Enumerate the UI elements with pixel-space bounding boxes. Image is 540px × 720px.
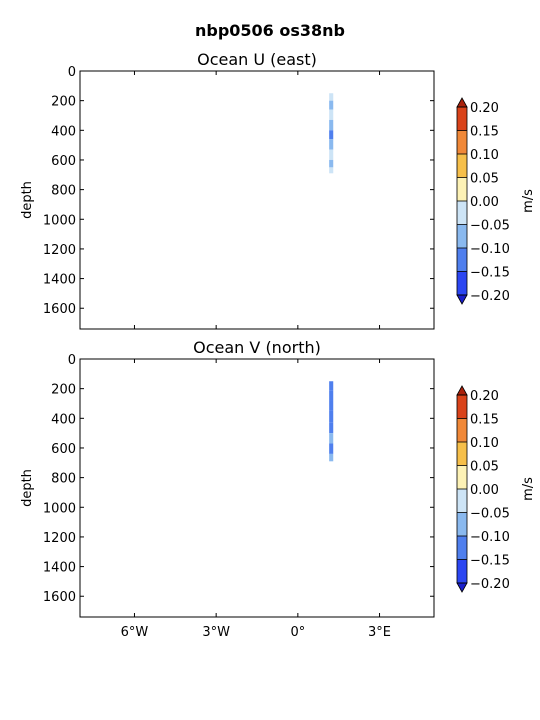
colorbar-tick-label: −0.05: [470, 507, 510, 522]
colorbar-band: [457, 512, 467, 536]
panel-title: Ocean U (east): [197, 50, 317, 69]
y-tick-label: 1000: [43, 501, 76, 516]
profile-segment: [329, 93, 334, 101]
profile-column: [329, 93, 334, 174]
colorbar-tick-label: 0.15: [470, 125, 499, 140]
colorbar-band: [457, 418, 467, 442]
colorbar-tick-label: −0.20: [470, 577, 510, 592]
profile-segment: [329, 422, 334, 434]
y-tick-label: 200: [51, 383, 76, 398]
x-tick-label: 6°W: [121, 625, 149, 640]
colorbar-tick-label: −0.05: [470, 219, 510, 234]
y-axis-label: depth: [20, 181, 35, 219]
y-tick-label: 800: [51, 472, 76, 487]
colorbar-tick-label: −0.10: [470, 530, 510, 545]
colorbar-tick-label: −0.15: [470, 266, 510, 281]
profile-segment: [329, 410, 334, 423]
profile-segment: [329, 149, 334, 160]
colorbar-arrow-bottom: [456, 294, 468, 305]
colorbar-tick-label: −0.20: [470, 289, 510, 304]
profile-segment: [329, 390, 334, 401]
colorbar-band: [457, 201, 467, 225]
colorbar-band: [457, 489, 467, 513]
colorbar-band: [457, 536, 467, 560]
colorbar-tick-label: −0.15: [470, 554, 510, 569]
x-tick-label: 3°E: [368, 625, 391, 640]
y-tick-label: 1200: [43, 243, 76, 258]
y-tick-label: 1600: [43, 302, 76, 317]
colorbar-band: [457, 224, 467, 248]
profile-segment: [329, 119, 334, 131]
plot-frame: [79, 70, 435, 330]
y-tick-label: 400: [51, 412, 76, 427]
colorbar: 0.20 0.15 0.10 0.05 0.00 −0.05 −0.10 −0.15 −0.20…: [456, 385, 536, 593]
colorbar-arrow-top: [456, 97, 468, 108]
y-tick-label: 1400: [43, 273, 76, 288]
profile-segment: [329, 453, 334, 462]
colorbar-label: m/s: [521, 189, 536, 213]
colorbar-arrow-top: [456, 385, 468, 396]
y-tick-label: 1400: [43, 561, 76, 576]
panels: Ocean U (east) 0 200 400 600 800 1000 1200 1400 1…: [20, 50, 536, 640]
y-tick-label: 800: [51, 184, 76, 199]
y-tick-label: 1000: [43, 213, 76, 228]
colorbar-tick-label: 0.10: [470, 148, 499, 163]
colorbar-tick-label: 0.00: [470, 483, 499, 498]
colorbar-band: [457, 177, 467, 201]
y-tick-label: 600: [51, 154, 76, 169]
plot-frame: [79, 358, 435, 618]
profile-segment: [329, 167, 334, 174]
colorbar-tick-label: −0.10: [470, 242, 510, 257]
y-tick-label: 0: [68, 65, 76, 80]
profile-segment: [329, 130, 334, 140]
y-tick-label: 600: [51, 442, 76, 457]
y-tick-label: 0: [68, 353, 76, 368]
y-axis-label: depth: [20, 469, 35, 507]
profile-segment: [329, 109, 334, 120]
panel-ocean-v: Ocean V (north) 0 200 400 600 800 1000 1200 1400…: [20, 338, 536, 640]
colorbar-band: [457, 130, 467, 154]
colorbar-band: [457, 271, 467, 295]
colorbar-tick-label: 0.00: [470, 195, 499, 210]
profile-segment: [329, 433, 334, 444]
colorbar-band: [457, 442, 467, 466]
profile-segment: [329, 139, 334, 150]
colorbar-band: [457, 248, 467, 272]
colorbar-tick-label: 0.05: [470, 172, 499, 187]
profile-column: [329, 381, 334, 462]
colorbar-arrow-bottom: [456, 582, 468, 593]
profile-segment: [329, 159, 334, 168]
profile-segment: [329, 381, 334, 391]
colorbar-tick-label: 0.15: [470, 413, 499, 428]
y-tick-label: 400: [51, 124, 76, 139]
colorbar-tick-label: 0.20: [470, 101, 499, 116]
panel-ocean-u: Ocean U (east) 0 200 400 600 800 1000 1200 1400 1…: [20, 50, 536, 330]
colorbar-label: m/s: [521, 477, 536, 501]
x-tick-label: 3°W: [202, 625, 230, 640]
y-tick-label: 1200: [43, 531, 76, 546]
colorbar-band: [457, 395, 467, 419]
colorbar: 0.20 0.15 0.10 0.05 0.00 −0.05 −0.10 −0.15 −0.20…: [456, 97, 536, 305]
colorbar-band: [457, 465, 467, 489]
colorbar-band: [457, 107, 467, 131]
colorbar-tick-label: 0.05: [470, 460, 499, 475]
panel-title: Ocean V (north): [193, 338, 321, 357]
y-tick-label: 200: [51, 95, 76, 110]
colorbar-tick-label: 0.10: [470, 436, 499, 451]
figure-title: nbp0506 os38nb: [195, 21, 345, 40]
colorbar-band: [457, 154, 467, 178]
colorbar-tick-label: 0.20: [470, 389, 499, 404]
x-tick-label: 0°: [290, 625, 305, 640]
colorbar-band: [457, 559, 467, 583]
profile-segment: [329, 400, 334, 411]
y-tick-label: 1600: [43, 590, 76, 605]
profile-segment: [329, 443, 334, 454]
profile-segment: [329, 100, 334, 110]
